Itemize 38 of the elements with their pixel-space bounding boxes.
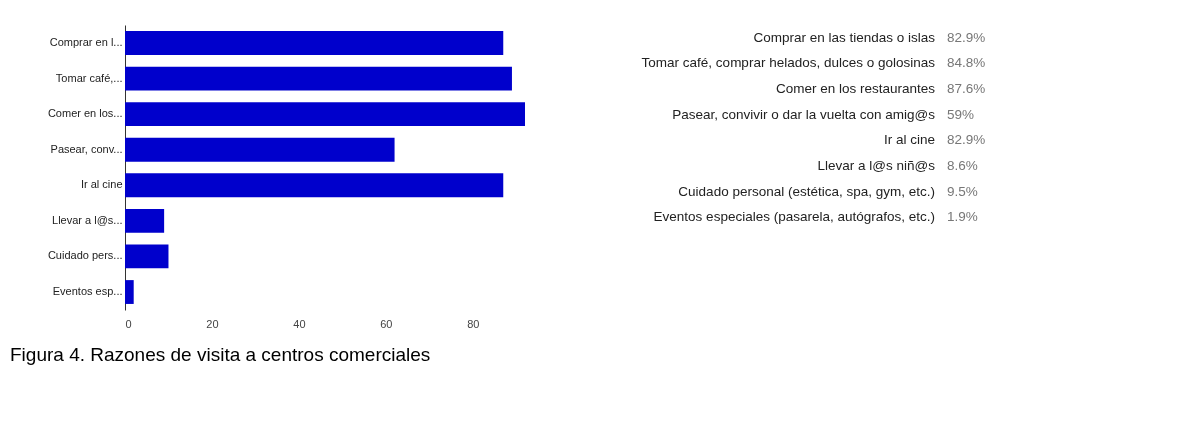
text: Comer en los restaurantes: [775, 81, 936, 97]
bar: [125, 31, 504, 55]
text: Cuidado personal (estética, spa, gym, etc.): [678, 183, 935, 199]
y-tick-label: Pasear, conv...: [50, 142, 123, 155]
bar: [125, 173, 504, 198]
y-tick-label: Tomar café,...: [55, 71, 123, 84]
bar: [125, 137, 395, 162]
bar: [125, 66, 512, 91]
y-tick-label: Eventos esp...: [52, 285, 123, 298]
text: 8.6%: [947, 157, 978, 173]
bar: [125, 280, 134, 304]
x-tick-label: 40: [293, 317, 306, 330]
y-tick-label: Cuidado pers...: [47, 249, 123, 262]
text: 1.9%: [947, 209, 978, 225]
text: Tomar café, comprar helados, dulces o golosinas: [641, 55, 936, 71]
x-tick-label: 20: [206, 317, 219, 330]
x-tick-label: 0: [125, 317, 132, 330]
x-tick-label: 80: [467, 317, 480, 330]
text: Llevar a l@s niñ@s: [817, 157, 936, 173]
text: Ir al cine: [883, 132, 935, 148]
text: 84.8%: [947, 55, 986, 71]
bar: [125, 208, 165, 233]
text: Comprar en las tiendas o islas: [753, 29, 936, 45]
y-tick-label: Comprar en l...: [49, 35, 123, 48]
y-tick-label: Comer en los...: [47, 107, 123, 120]
text: Figura 4. Razones de visita a centros comerciales: [10, 344, 431, 365]
text: 59%: [947, 106, 975, 122]
text: 82.9%: [947, 29, 986, 45]
text: 9.5%: [947, 183, 978, 199]
y-tick-label: Llevar a l@s...: [52, 213, 123, 226]
text: Eventos especiales (pasarela, autógrafos, etc.): [653, 209, 935, 225]
bar: [125, 244, 169, 269]
text: 82.9%: [947, 132, 986, 148]
text: 87.6%: [947, 81, 986, 97]
text: Pasear, convivir o dar la vuelta con amig@s: [672, 106, 936, 122]
x-tick-label: 60: [380, 317, 393, 330]
y-tick-label: Ir al cine: [80, 178, 123, 191]
bar: [125, 102, 525, 127]
